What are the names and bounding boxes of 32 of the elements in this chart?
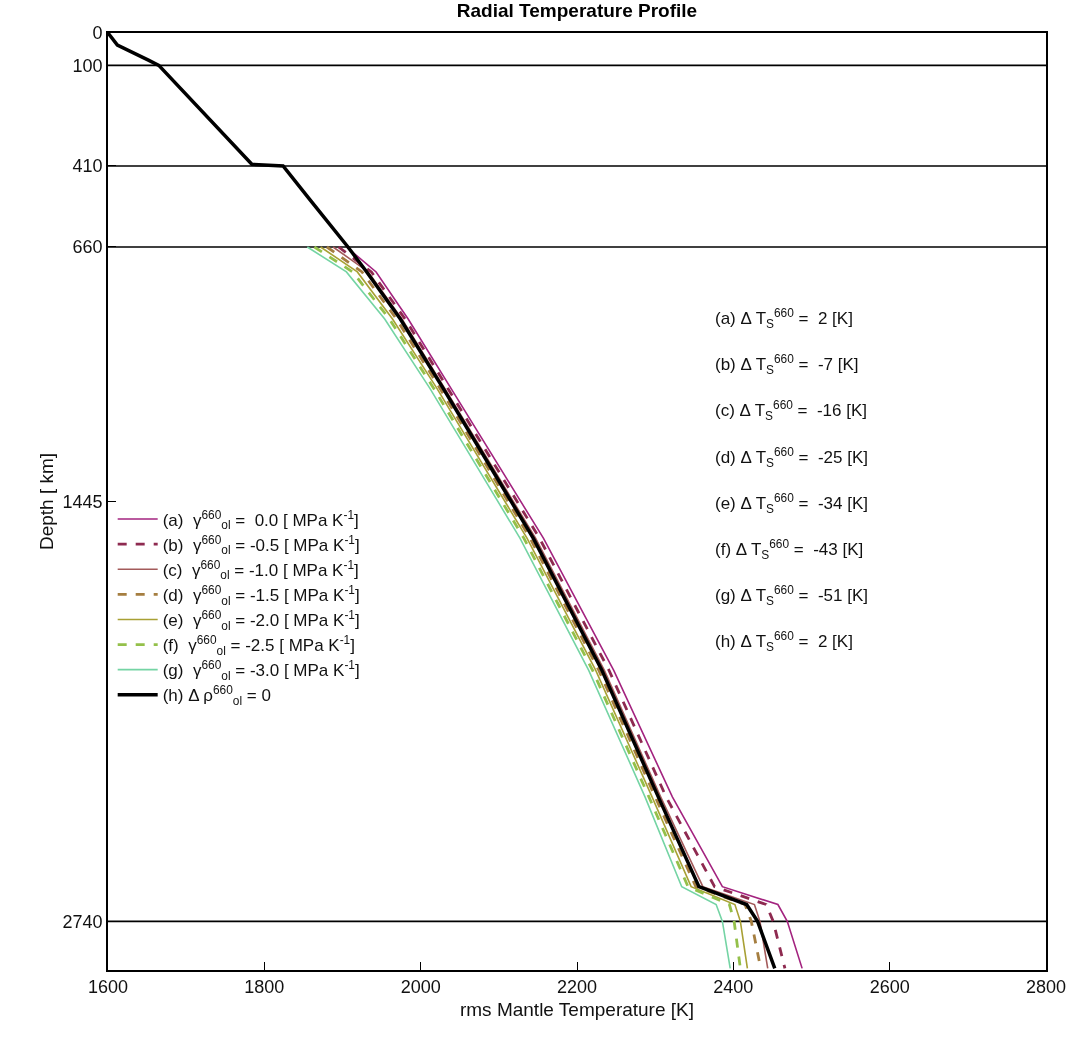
- annotation: (f) Δ T$_{S}$$^{660}$ = -43 [K]: [715, 537, 864, 562]
- annotation: (g) Δ T$_{S}$$^{660}$ = -51 [K]: [715, 583, 868, 608]
- legend-label: (a) γ$^{660}$$_{ol}$ = 0.0 [ MPa K$^{-1}$]: [162, 507, 359, 533]
- x-tick-label: 2200: [556, 977, 598, 998]
- legend-label: (e) γ$^{660}$$_{ol}$ = -2.0 [ MPa K$^{-1}$]: [162, 607, 360, 633]
- y-axis-title: Depth [ km]: [35, 452, 57, 551]
- chart-title: Radial Temperature Profile: [456, 0, 698, 22]
- annotation: (h) Δ T$_{S}$$^{660}$ = 2 [K]: [715, 629, 853, 654]
- y-tick-label: 100: [72, 55, 103, 76]
- annotation: (e) Δ T$_{S}$$^{660}$ = -34 [K]: [715, 491, 868, 516]
- annotation: (d) Δ T$_{S}$$^{660}$ = -25 [K]: [715, 445, 868, 470]
- legend-label: (h) Δ ρ$^{660}$$_{ol}$ = 0: [162, 683, 271, 708]
- x-tick-label: 1800: [244, 977, 285, 998]
- x-tick-label: 1600: [87, 977, 129, 998]
- x-tick-label: 2000: [400, 977, 441, 998]
- y-tick-label: 2740: [62, 911, 103, 932]
- y-tick-label: 1445: [62, 491, 103, 512]
- x-tick-label: 2600: [869, 977, 910, 998]
- x-tick-label: 2400: [713, 977, 754, 998]
- y-tick-label: 660: [72, 237, 103, 258]
- legend-label: (g) γ$^{660}$$_{ol}$ = -3.0 [ MPa K$^{-1}$]: [162, 658, 360, 683]
- annotation: (c) Δ T$_{S}$$^{660}$ = -16 [K]: [715, 398, 868, 423]
- legend-label: (d) γ$^{660}$$_{ol}$ = -1.5 [ MPa K$^{-1}$]: [162, 582, 360, 608]
- annotation: (a) Δ T$_{S}$$^{660}$ = 2 [K]: [715, 306, 853, 331]
- legend-label: (b) γ$^{660}$$_{ol}$ = -0.5 [ MPa K$^{-1}$]: [162, 532, 360, 558]
- x-axis-title: rms Mantle Temperature [K]: [459, 998, 695, 1020]
- annotation: (b) Δ T$_{S}$$^{660}$ = -7 [K]: [715, 352, 859, 377]
- y-tick-label: 0: [92, 23, 103, 44]
- legend-label: (c) γ$^{660}$$_{ol}$ = -1.0 [ MPa K$^{-1}$]: [162, 557, 359, 583]
- legend-label: (f) γ$^{660}$$_{ol}$ = -2.5 [ MPa K$^{-1}$]: [162, 633, 355, 658]
- y-tick-label: 410: [72, 156, 103, 177]
- x-tick-label: 2800: [1025, 977, 1067, 998]
